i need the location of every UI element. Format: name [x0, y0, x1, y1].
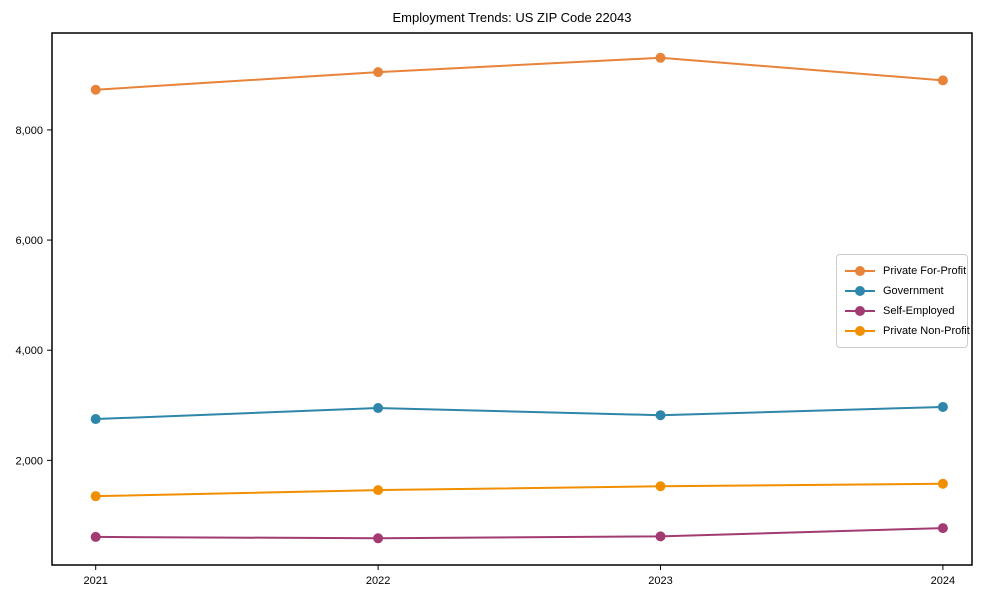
legend-label: Government [883, 285, 944, 297]
y-tick-label: 2,000 [15, 455, 43, 467]
legend-marker-icon [845, 286, 875, 296]
x-tick-label: 2022 [366, 575, 390, 587]
y-tick-label: 8,000 [15, 125, 43, 137]
data-point-marker [373, 67, 384, 78]
y-tick-label: 4,000 [15, 345, 43, 357]
data-point-marker [90, 491, 101, 502]
plot-area [51, 32, 973, 566]
legend: Private For-Profit Government Self-Employe… [836, 254, 970, 348]
data-point-marker [90, 531, 101, 542]
data-point-marker [655, 410, 666, 421]
x-tick-label: 2023 [648, 575, 672, 587]
legend-marker-icon [845, 326, 875, 336]
data-point-marker [90, 414, 101, 425]
data-point-marker [373, 533, 384, 544]
series-line [95, 527, 943, 540]
legend-item: Private Non-Profit [845, 321, 970, 341]
legend-marker-icon [845, 306, 875, 316]
x-tick-label: 2021 [83, 575, 107, 587]
data-point-marker [655, 481, 666, 492]
legend-label: Self-Employed [883, 305, 955, 317]
data-point-marker [373, 403, 384, 414]
y-tick-label: 6,000 [15, 235, 43, 247]
chart-title: Employment Trends: US ZIP Code 22043 [392, 10, 632, 25]
data-point-marker [373, 485, 384, 496]
series-line [95, 56, 943, 91]
legend-item: Government [845, 281, 959, 301]
data-point-marker [655, 52, 666, 63]
data-point-marker [655, 531, 666, 542]
series-line [95, 405, 943, 421]
legend-marker-icon [845, 266, 875, 276]
legend-item: Private For-Profit [845, 261, 966, 281]
data-point-marker [937, 401, 948, 412]
data-point-marker [937, 75, 948, 86]
legend-item: Self-Employed [845, 301, 959, 321]
data-point-marker [937, 478, 948, 489]
x-tick-label: 2024 [931, 575, 955, 587]
legend-label: Private Non-Profit [883, 325, 970, 337]
data-point-marker [90, 84, 101, 95]
data-point-marker [937, 523, 948, 534]
series-line [95, 482, 943, 498]
legend-label: Private For-Profit [883, 265, 967, 277]
